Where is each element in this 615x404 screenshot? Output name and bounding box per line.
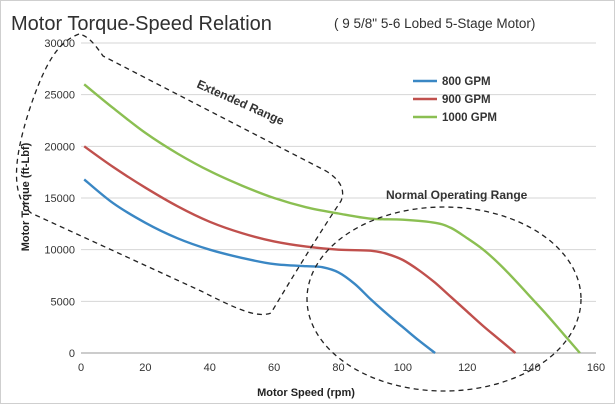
series-line-2: [83, 145, 517, 354]
x-tick-label: 160: [587, 362, 605, 374]
y-tick-label: 10000: [44, 245, 75, 257]
x-tick-label: 20: [139, 362, 151, 374]
x-tick-label: 0: [78, 362, 84, 374]
x-tick-label: 140: [522, 362, 540, 374]
extended-range-label: Extended Range: [195, 77, 287, 128]
y-tick-label: 20000: [44, 141, 75, 153]
y-tick-label: 0: [69, 348, 75, 360]
y-tick-label: 15000: [44, 193, 75, 205]
x-tick-label: 60: [268, 362, 280, 374]
y-axis-label: Motor Torque (ft-Lbf): [20, 142, 32, 251]
grid-lines: [81, 42, 596, 302]
series-line-1: [83, 178, 436, 354]
legend-entry: 900 GPM: [442, 94, 491, 106]
y-tick-label: 25000: [44, 90, 75, 102]
chart-subtitle: ( 9 5/8" 5-6 Lobed 5-Stage Motor): [334, 16, 535, 31]
normal-range-outline: [306, 206, 582, 392]
x-tick-label: 40: [204, 362, 216, 374]
x-tick-labels: 0 20 40 60 80 100 120 140 160: [78, 362, 605, 374]
legend-entry: 800 GPM: [442, 76, 491, 88]
legend: 800 GPM 900 GPM 1000 GPM: [413, 76, 497, 124]
x-tick-label: 80: [332, 362, 344, 374]
y-tick-label: 5000: [51, 296, 75, 308]
x-tick-label: 100: [394, 362, 412, 374]
x-axis-label: Motor Speed (rpm): [257, 387, 355, 399]
legend-entry: 1000 GPM: [442, 112, 497, 124]
series-lines: [83, 83, 581, 354]
series-line-3: [83, 83, 581, 354]
extended-range-outline: [15, 33, 344, 316]
normal-range-label: Normal Operating Range: [386, 188, 528, 202]
y-tick-label: 30000: [44, 38, 75, 50]
x-tick-label: 120: [458, 362, 476, 374]
y-tick-labels: 0 5000 10000 15000 20000 25000 30000: [44, 38, 75, 360]
chart-title: Motor Torque-Speed Relation: [11, 13, 272, 35]
